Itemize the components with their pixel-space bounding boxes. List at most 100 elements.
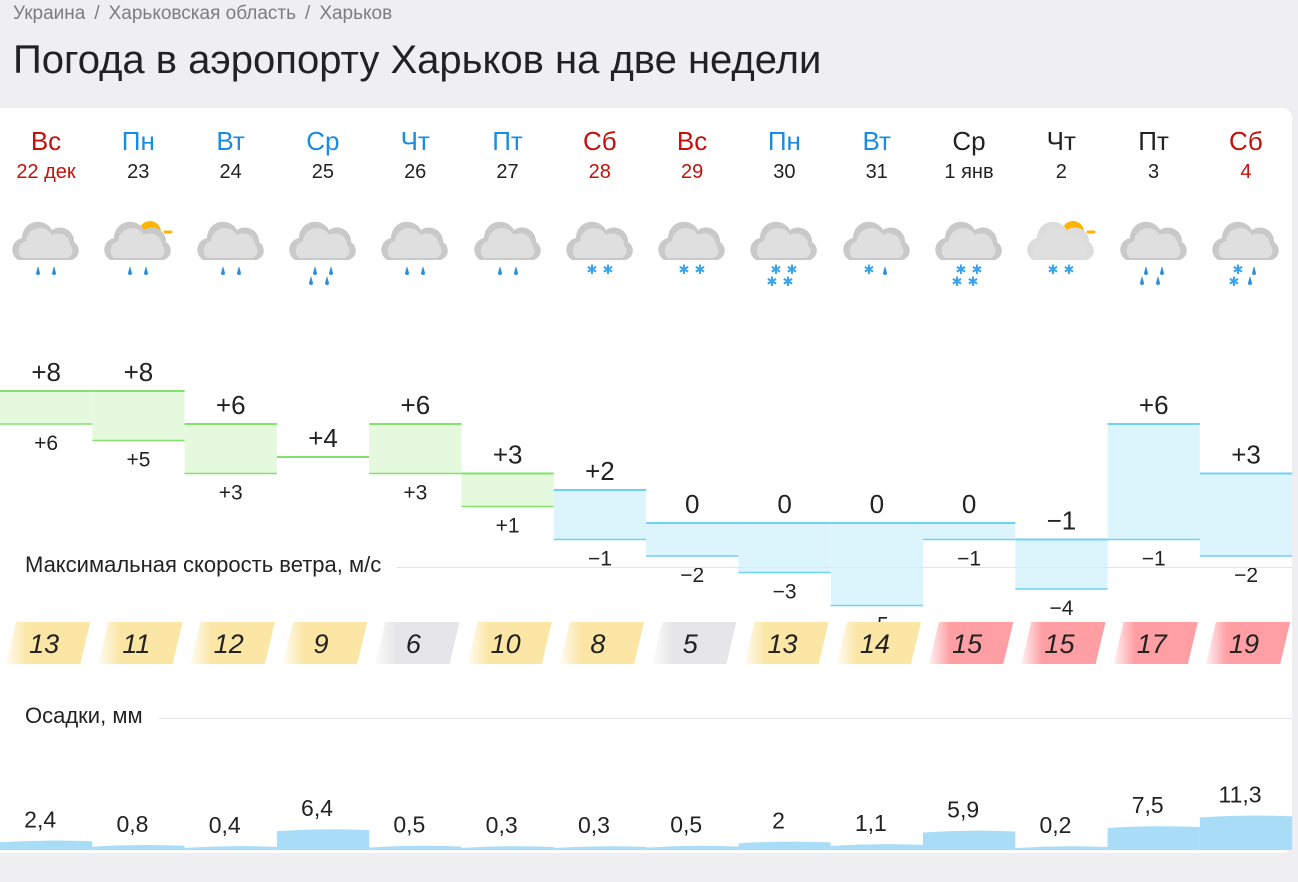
day-column[interactable]: Пт 3 bbox=[1108, 126, 1200, 326]
precipitation-icon: ✱ ✱✱ ✱ bbox=[767, 262, 798, 289]
temperature-range-bar bbox=[0, 391, 93, 424]
svg-text:✱: ✱ bbox=[783, 274, 794, 289]
wind-speed-value: 10 bbox=[491, 629, 521, 659]
temperature-range-bar bbox=[553, 490, 647, 540]
svg-text:✱: ✱ bbox=[695, 262, 706, 277]
day-column[interactable]: Вс 29 ✱ ✱ bbox=[646, 126, 738, 326]
svg-text:✱: ✱ bbox=[1048, 262, 1059, 277]
precipitation-icon bbox=[405, 266, 426, 275]
wind-speed-value: 15 bbox=[952, 629, 983, 659]
svg-text:✱: ✱ bbox=[972, 262, 983, 277]
cloud-rain-icon bbox=[12, 221, 79, 275]
page-title: Погода в аэропорту Харьков на две недели bbox=[13, 38, 822, 82]
max-temperature-label: 0 bbox=[777, 489, 791, 519]
wind-cell-bg bbox=[929, 622, 1014, 664]
wind-speed-value: 9 bbox=[314, 629, 329, 659]
breadcrumb-region[interactable]: Харьковская область bbox=[108, 3, 297, 24]
precipitation-bar bbox=[1015, 846, 1108, 850]
day-date: 30 bbox=[773, 161, 796, 183]
day-name: Пн bbox=[767, 126, 801, 156]
temperature-range-bar bbox=[1015, 539, 1108, 589]
day-column[interactable]: Вт 31 ✱ bbox=[831, 126, 923, 326]
wind-cell: 11 bbox=[98, 622, 183, 664]
temperature-range-bar bbox=[369, 424, 462, 474]
precipitation-value: 0,3 bbox=[486, 812, 518, 838]
max-temperature-label: +6 bbox=[216, 390, 246, 420]
day-column[interactable]: Чт 2 ✱ ✱ bbox=[1015, 126, 1107, 326]
min-temperature-label: −4 bbox=[1049, 597, 1073, 620]
day-date: 31 bbox=[865, 161, 888, 183]
svg-text:✱: ✱ bbox=[968, 274, 979, 289]
precipitation-icon bbox=[1139, 266, 1164, 285]
breadcrumb-country[interactable]: Украина bbox=[13, 3, 86, 24]
precipitation-bar bbox=[0, 840, 93, 850]
day-column[interactable]: Пн 23 bbox=[92, 126, 184, 326]
forecast-card: Вс 22 дек Пн 23 Вт 24 Ср 25 Чт 26 Пт 27 Сб 28 ✱ ✱ Вс 29 ✱ ✱… bbox=[0, 108, 1293, 853]
precipitation-value: 2 bbox=[772, 807, 785, 833]
day-column[interactable]: Вс 22 дек bbox=[0, 126, 92, 326]
temperature-range-bar bbox=[92, 391, 185, 441]
min-temperature-label: +6 bbox=[34, 432, 58, 455]
day-date: 22 дек bbox=[16, 161, 76, 183]
day-name: Вс bbox=[30, 126, 62, 156]
wind-cell-bg bbox=[1113, 622, 1198, 664]
wind-cell-bg bbox=[559, 622, 645, 664]
day-date: 27 bbox=[496, 161, 519, 183]
precipitation-value: 0,4 bbox=[209, 812, 241, 838]
precipitation-bar bbox=[276, 829, 370, 850]
wind-cell-bg bbox=[744, 622, 829, 664]
day-name: Пт bbox=[1138, 126, 1169, 156]
min-temperature-label: −1 bbox=[588, 548, 612, 571]
breadcrumb-city[interactable]: Харьков bbox=[319, 3, 393, 24]
cloud-icon bbox=[750, 221, 818, 260]
day-column[interactable]: Пн 30 ✱ ✱ ✱ ✱ bbox=[738, 126, 830, 326]
max-temperature-label: 0 bbox=[870, 489, 884, 519]
cloud-icon bbox=[842, 221, 910, 260]
precipitation-bar bbox=[738, 841, 831, 850]
wind-cell-bg bbox=[375, 622, 460, 664]
max-temperature-label: +8 bbox=[31, 357, 61, 387]
cloud-rain-icon bbox=[196, 221, 264, 275]
wind-cell: 19 bbox=[1205, 622, 1291, 664]
wind-cell-bg bbox=[652, 622, 737, 664]
temperature-range-bar bbox=[830, 523, 923, 606]
svg-text:✱: ✱ bbox=[771, 262, 782, 277]
svg-text:✱: ✱ bbox=[956, 262, 967, 277]
precipitation-icon bbox=[308, 266, 333, 285]
day-name: Ср bbox=[306, 126, 340, 156]
day-column[interactable]: Ср 25 bbox=[277, 126, 369, 326]
temperature-chart: +8+6+8+5+6+3+4+6+3+3+1+2−10−20−30−50−1−1… bbox=[0, 357, 1293, 637]
max-temperature-label: +3 bbox=[493, 440, 523, 470]
day-date: 29 bbox=[680, 161, 704, 183]
cloud-icon bbox=[1027, 221, 1095, 260]
day-column[interactable]: Вт 24 bbox=[185, 126, 277, 326]
day-column[interactable]: Сб 28 ✱ ✱ bbox=[554, 126, 646, 326]
day-column[interactable]: Ср 1 янв ✱ ✱ ✱ ✱ bbox=[923, 126, 1015, 326]
max-temperature-label: 0 bbox=[962, 489, 976, 519]
precipitation-value: 11,3 bbox=[1219, 781, 1262, 807]
temperature-range-bar bbox=[1199, 473, 1293, 556]
day-column[interactable]: Чт 26 bbox=[369, 126, 461, 326]
cloud-heavy-snow-icon: ✱ ✱✱ ✱ bbox=[750, 221, 818, 289]
wind-speed-value: 6 bbox=[406, 629, 422, 659]
temperature-range-bar bbox=[646, 523, 739, 556]
max-temperature-label: +3 bbox=[1231, 440, 1261, 470]
max-temperature-label: +4 bbox=[308, 423, 338, 453]
wind-cell-bg bbox=[6, 622, 91, 664]
wind-cell: 12 bbox=[190, 622, 275, 664]
svg-text:✱: ✱ bbox=[863, 262, 874, 277]
precipitation-icon bbox=[220, 266, 241, 275]
precipitation-bar bbox=[184, 846, 277, 850]
precipitation-value: 0,2 bbox=[1039, 812, 1071, 838]
min-temperature-label: +1 bbox=[496, 515, 520, 538]
wind-speed-value: 5 bbox=[683, 629, 699, 659]
cloud-icon bbox=[473, 221, 541, 260]
wind-speed-value: 14 bbox=[860, 629, 890, 659]
day-column[interactable]: Сб 4 ✱ ✱ bbox=[1200, 126, 1292, 326]
cloud-rain-icon bbox=[473, 221, 541, 275]
cloud-heavy-rain-icon bbox=[1119, 221, 1187, 285]
min-temperature-label: +3 bbox=[403, 482, 427, 505]
day-column[interactable]: Пт 27 bbox=[462, 126, 554, 326]
partly-sunny-rain-icon bbox=[104, 221, 173, 275]
wind-cell-bg bbox=[1021, 622, 1106, 664]
